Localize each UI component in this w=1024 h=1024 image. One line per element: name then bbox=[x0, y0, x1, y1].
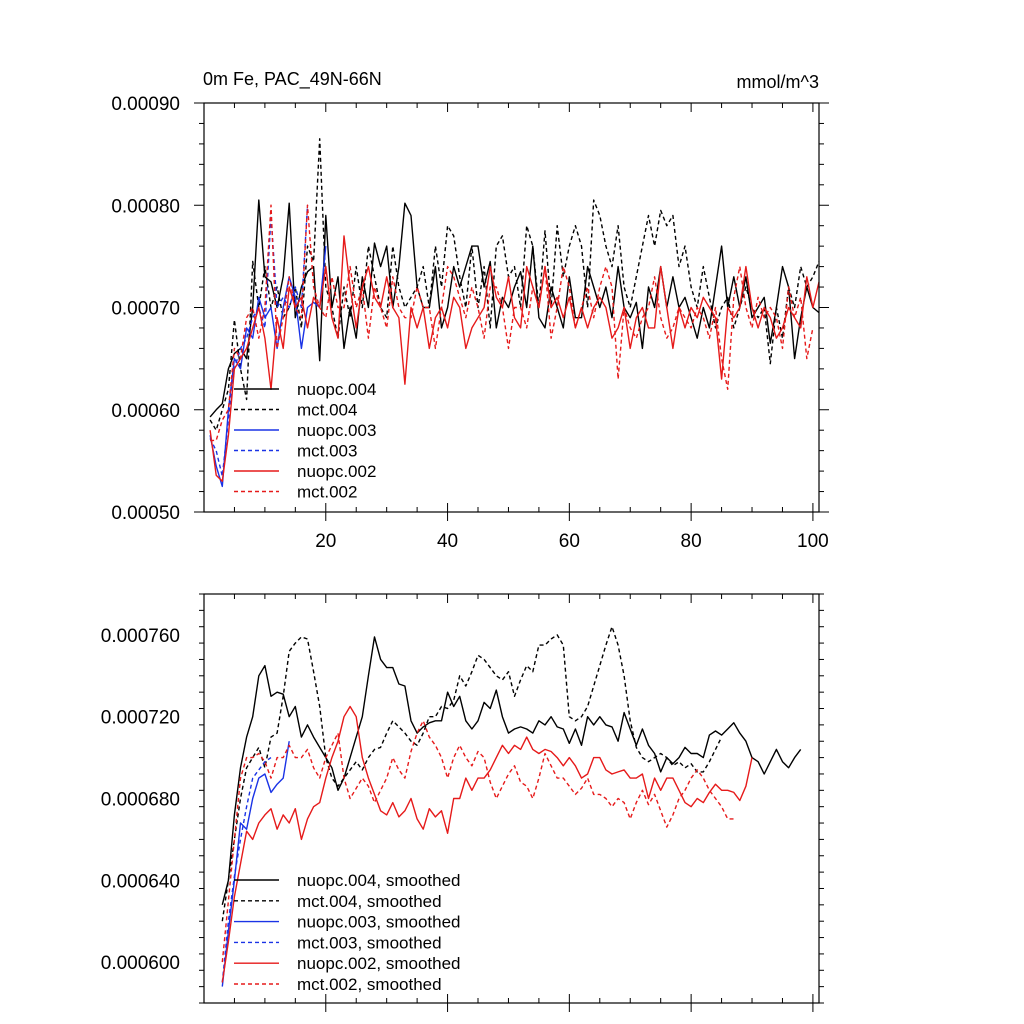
bottom-y-tick-labels: 0.000600 0.000640 0.000680 0.000720 0.000760 bbox=[101, 626, 180, 974]
bottom-series-lines bbox=[221, 626, 802, 987]
x-tick-label: 80 bbox=[681, 531, 702, 552]
top-chart-title: 0m Fe, PAC_49N-66N bbox=[203, 69, 382, 90]
series-line-mct-004-smoothed bbox=[221, 626, 723, 922]
x-tick-label: 40 bbox=[437, 531, 458, 552]
series-line-nuopc-002-smoothed bbox=[221, 705, 753, 983]
bottom-axis-ticks bbox=[199, 593, 824, 1012]
legend-label: mct.002, smoothed bbox=[297, 975, 442, 994]
top-panel: 0m Fe, PAC_49N-66N mmol/m^3 nuopc.004 mct… bbox=[111, 69, 829, 552]
legend-label: nuopc.004, smoothed bbox=[297, 871, 461, 890]
top-chart-units: mmol/m^3 bbox=[737, 72, 819, 92]
x-tick-label: 100 bbox=[797, 531, 829, 552]
y-tick-label: 0.00050 bbox=[111, 503, 180, 524]
series-line-nuopc-003 bbox=[209, 246, 327, 488]
series-line-mct-003 bbox=[209, 205, 309, 477]
x-tick-label: 20 bbox=[315, 531, 336, 552]
y-tick-label: 0.00060 bbox=[111, 401, 180, 422]
bottom-panel: nuopc.004, smoothed mct.004, smoothed nuop… bbox=[101, 593, 824, 1012]
legend-label: nuopc.002 bbox=[297, 462, 376, 481]
series-line-mct-003-smoothed bbox=[221, 757, 272, 983]
top-series-lines bbox=[209, 138, 820, 488]
y-tick-label: 0.000720 bbox=[101, 708, 180, 729]
top-x-tick-labels: 20 40 60 80 100 bbox=[315, 531, 829, 552]
series-line-mct-002 bbox=[210, 204, 814, 442]
y-tick-label: 0.000680 bbox=[101, 790, 180, 811]
y-tick-label: 0.00080 bbox=[111, 196, 180, 217]
bottom-plot-frame bbox=[203, 593, 820, 1004]
legend-label: mct.004 bbox=[297, 401, 357, 420]
legend-label: nuopc.003 bbox=[297, 421, 376, 440]
legend-label: mct.003 bbox=[297, 442, 357, 461]
y-tick-label: 0.000600 bbox=[101, 953, 180, 974]
legend-label: nuopc.002, smoothed bbox=[297, 954, 461, 973]
y-tick-label: 0.00090 bbox=[111, 94, 180, 115]
y-tick-label: 0.000640 bbox=[101, 871, 180, 892]
x-tick-label: 60 bbox=[559, 531, 580, 552]
top-y-tick-labels: 0.00050 0.00060 0.00070 0.00080 0.00090 bbox=[111, 94, 180, 524]
legend-label: mct.003, smoothed bbox=[297, 933, 442, 952]
legend-label: nuopc.004 bbox=[297, 380, 376, 399]
legend-label: nuopc.003, smoothed bbox=[297, 913, 461, 932]
series-line-nuopc-002 bbox=[209, 235, 820, 482]
series-line-mct-002-smoothed bbox=[221, 720, 734, 963]
bottom-legend: nuopc.004, smoothed mct.004, smoothed nuop… bbox=[234, 871, 461, 994]
top-axis-ticks bbox=[194, 102, 829, 521]
legend-label: mct.002 bbox=[297, 483, 357, 502]
series-line-nuopc-004-smoothed bbox=[221, 636, 802, 905]
legend-label: mct.004, smoothed bbox=[297, 892, 442, 911]
y-tick-label: 0.000760 bbox=[101, 626, 180, 647]
y-tick-label: 0.00070 bbox=[111, 299, 180, 320]
